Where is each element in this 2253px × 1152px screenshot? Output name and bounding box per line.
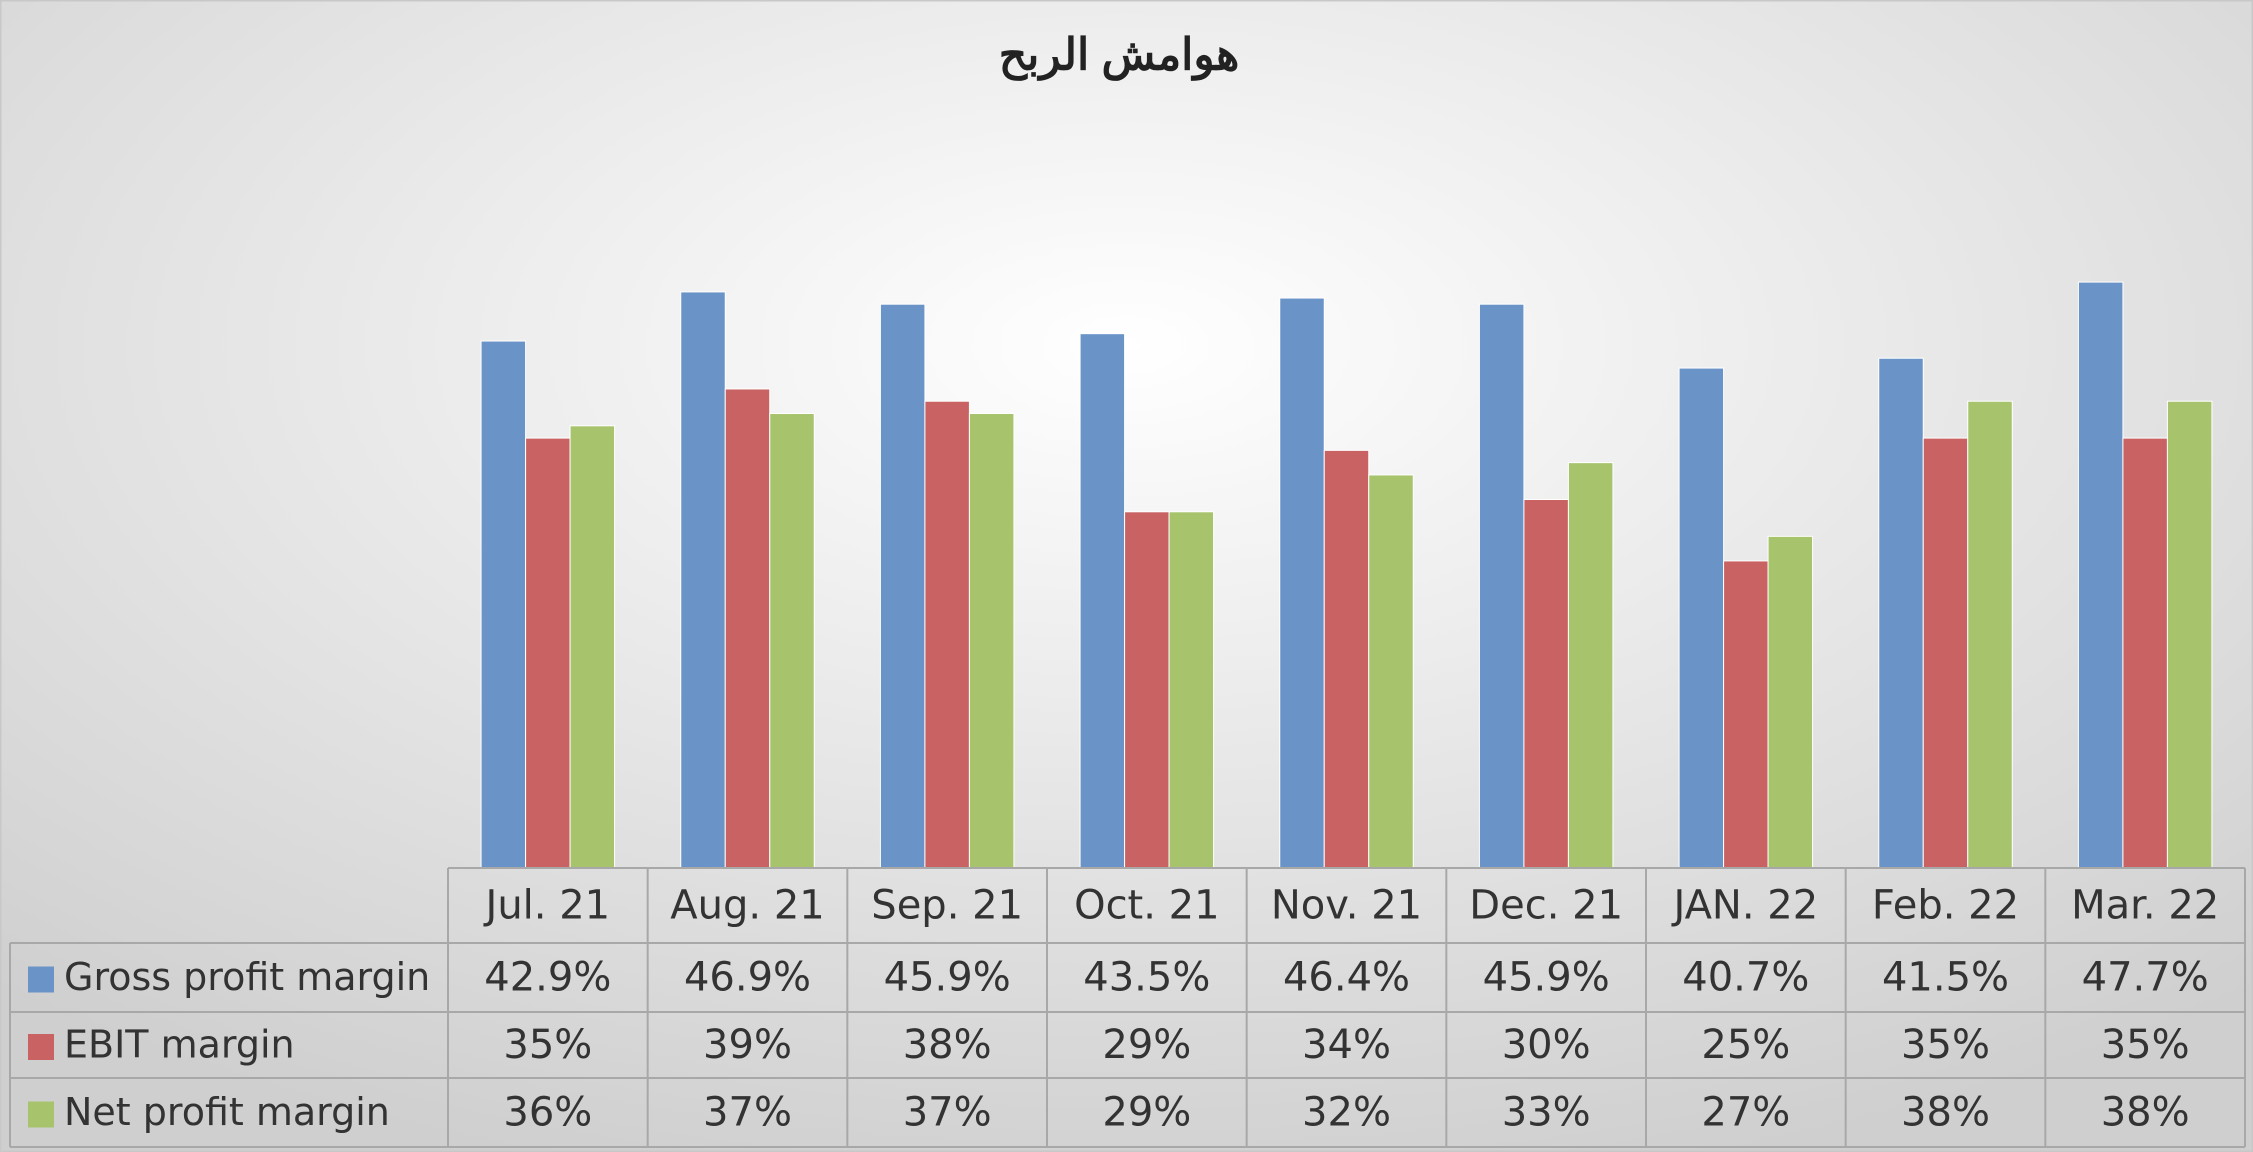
- bar: [968, 413, 1015, 869]
- data-label: 38%: [2101, 1090, 2190, 1136]
- bar: [1168, 511, 1215, 869]
- bar: [769, 413, 815, 869]
- legend-label: Gross profit margin: [64, 955, 430, 999]
- data-label: 36%: [503, 1090, 592, 1136]
- bar: [1279, 297, 1325, 869]
- bar: [724, 388, 771, 869]
- bar: [1922, 437, 1969, 869]
- legend-swatch: [28, 1034, 54, 1060]
- bar: [1368, 474, 1414, 869]
- x-tick-label: JAN. 22: [1670, 883, 1818, 929]
- bar: [1124, 511, 1170, 869]
- bar: [1767, 535, 1814, 869]
- data-label: 43.5%: [1083, 955, 1210, 1001]
- bar: [1079, 333, 1126, 869]
- x-tick-label: Aug. 21: [670, 883, 824, 929]
- data-label: 41.5%: [1882, 955, 2009, 1001]
- bar: [1878, 357, 1924, 869]
- legend-swatch: [28, 966, 54, 993]
- bar: [1723, 560, 1769, 869]
- x-tick-label: Feb. 22: [1872, 883, 2019, 929]
- bar: [1523, 499, 1569, 869]
- data-label: 37%: [903, 1090, 992, 1136]
- data-label: 35%: [2101, 1022, 2190, 1068]
- bar: [1323, 449, 1370, 869]
- legend-label: Net profit margin: [64, 1090, 390, 1134]
- data-label: 29%: [1102, 1090, 1191, 1136]
- legend-label: EBIT margin: [64, 1023, 295, 1067]
- x-tick-label: Nov. 21: [1271, 883, 1422, 929]
- data-label: 29%: [1102, 1022, 1191, 1068]
- bar: [1678, 367, 1725, 869]
- data-label: 39%: [703, 1022, 792, 1068]
- bar: [480, 340, 527, 869]
- x-tick-label: Oct. 21: [1074, 883, 1220, 929]
- data-label: 45.9%: [1483, 955, 1610, 1001]
- data-label: 37%: [703, 1090, 792, 1136]
- bar: [2122, 437, 2168, 869]
- bar: [2077, 281, 2124, 869]
- data-label: 40.7%: [1682, 955, 1809, 1001]
- data-label: 45.9%: [884, 955, 1011, 1001]
- x-tick-label: Jul. 21: [483, 883, 611, 929]
- bar: [680, 291, 726, 869]
- data-label: 27%: [1701, 1090, 1790, 1136]
- bar: [879, 303, 926, 869]
- bar: [924, 400, 970, 869]
- x-tick-label: Mar. 22: [2071, 883, 2219, 929]
- data-label: 42.9%: [484, 955, 611, 1001]
- bar: [1567, 462, 1614, 869]
- data-label: 46.9%: [684, 955, 811, 1001]
- data-label: 34%: [1302, 1022, 1391, 1068]
- x-tick-label: Sep. 21: [871, 883, 1023, 929]
- chart-title: هوامش الربح: [999, 31, 1240, 82]
- x-tick-label: Dec. 21: [1469, 883, 1623, 929]
- legend-swatch: [28, 1101, 54, 1128]
- data-label: 46.4%: [1283, 955, 1410, 1001]
- bar: [525, 437, 571, 869]
- bar: [1478, 303, 1525, 869]
- data-label: 47.7%: [2082, 955, 2209, 1001]
- data-label: 25%: [1701, 1022, 1790, 1068]
- data-label: 32%: [1302, 1090, 1391, 1136]
- data-label: 35%: [503, 1022, 592, 1068]
- bar: [2166, 400, 2213, 869]
- data-label: 38%: [1901, 1090, 1990, 1136]
- bar: [1967, 400, 2013, 869]
- bar: [569, 425, 616, 869]
- data-label: 30%: [1502, 1022, 1591, 1068]
- data-label: 35%: [1901, 1022, 1990, 1068]
- data-label: 33%: [1502, 1090, 1591, 1136]
- data-label: 38%: [903, 1022, 992, 1068]
